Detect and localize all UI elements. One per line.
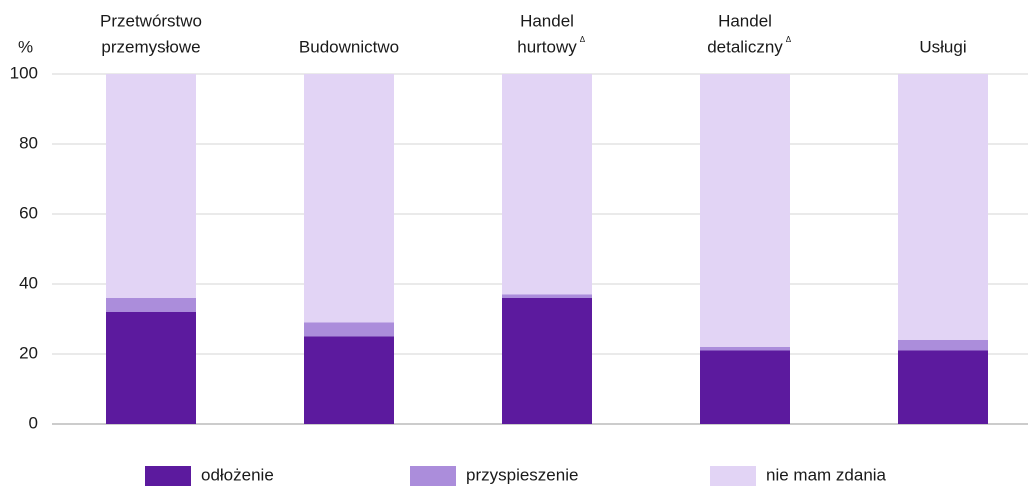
bar-segment (502, 294, 592, 298)
y-tick-label: 100 (10, 63, 38, 82)
bar-segment (304, 74, 394, 323)
category-note: Δ (786, 35, 792, 44)
bar-segment (700, 347, 790, 351)
bar-segment (898, 350, 988, 424)
x-category-label: Budownictwo (299, 37, 399, 56)
x-category-label: hurtowy (517, 37, 577, 56)
bar-segment (898, 340, 988, 351)
legend-label: odłożenie (201, 465, 274, 484)
y-tick-label: 80 (19, 133, 38, 152)
bar-segment (898, 74, 988, 340)
x-category-label: detaliczny (707, 37, 783, 56)
bar-segment (700, 74, 790, 347)
bar-segment (502, 74, 592, 295)
bar-segment (502, 298, 592, 424)
legend-swatch (710, 466, 756, 486)
x-category-label: Handel (718, 11, 772, 30)
legend-swatch (145, 466, 191, 486)
bar-segment (106, 312, 196, 424)
y-tick-label: 20 (19, 343, 38, 362)
bar-segment (700, 350, 790, 424)
x-category-label: przemysłowe (101, 37, 200, 56)
category-note: Δ (580, 35, 586, 44)
bar-segment (106, 298, 196, 312)
y-tick-label: 0 (29, 413, 38, 432)
y-tick-label: 40 (19, 273, 38, 292)
y-axis-label: % (18, 37, 33, 56)
legend-label: nie mam zdania (766, 465, 887, 484)
x-category-label: Handel (520, 11, 574, 30)
bar-segment (304, 336, 394, 424)
bar-segment (106, 74, 196, 298)
bar-segment (304, 322, 394, 337)
y-tick-label: 60 (19, 203, 38, 222)
x-category-label: Usługi (919, 37, 966, 56)
legend-swatch (410, 466, 456, 486)
legend-label: przyspieszenie (466, 465, 578, 484)
x-category-label: Przetwórstwo (100, 11, 202, 30)
